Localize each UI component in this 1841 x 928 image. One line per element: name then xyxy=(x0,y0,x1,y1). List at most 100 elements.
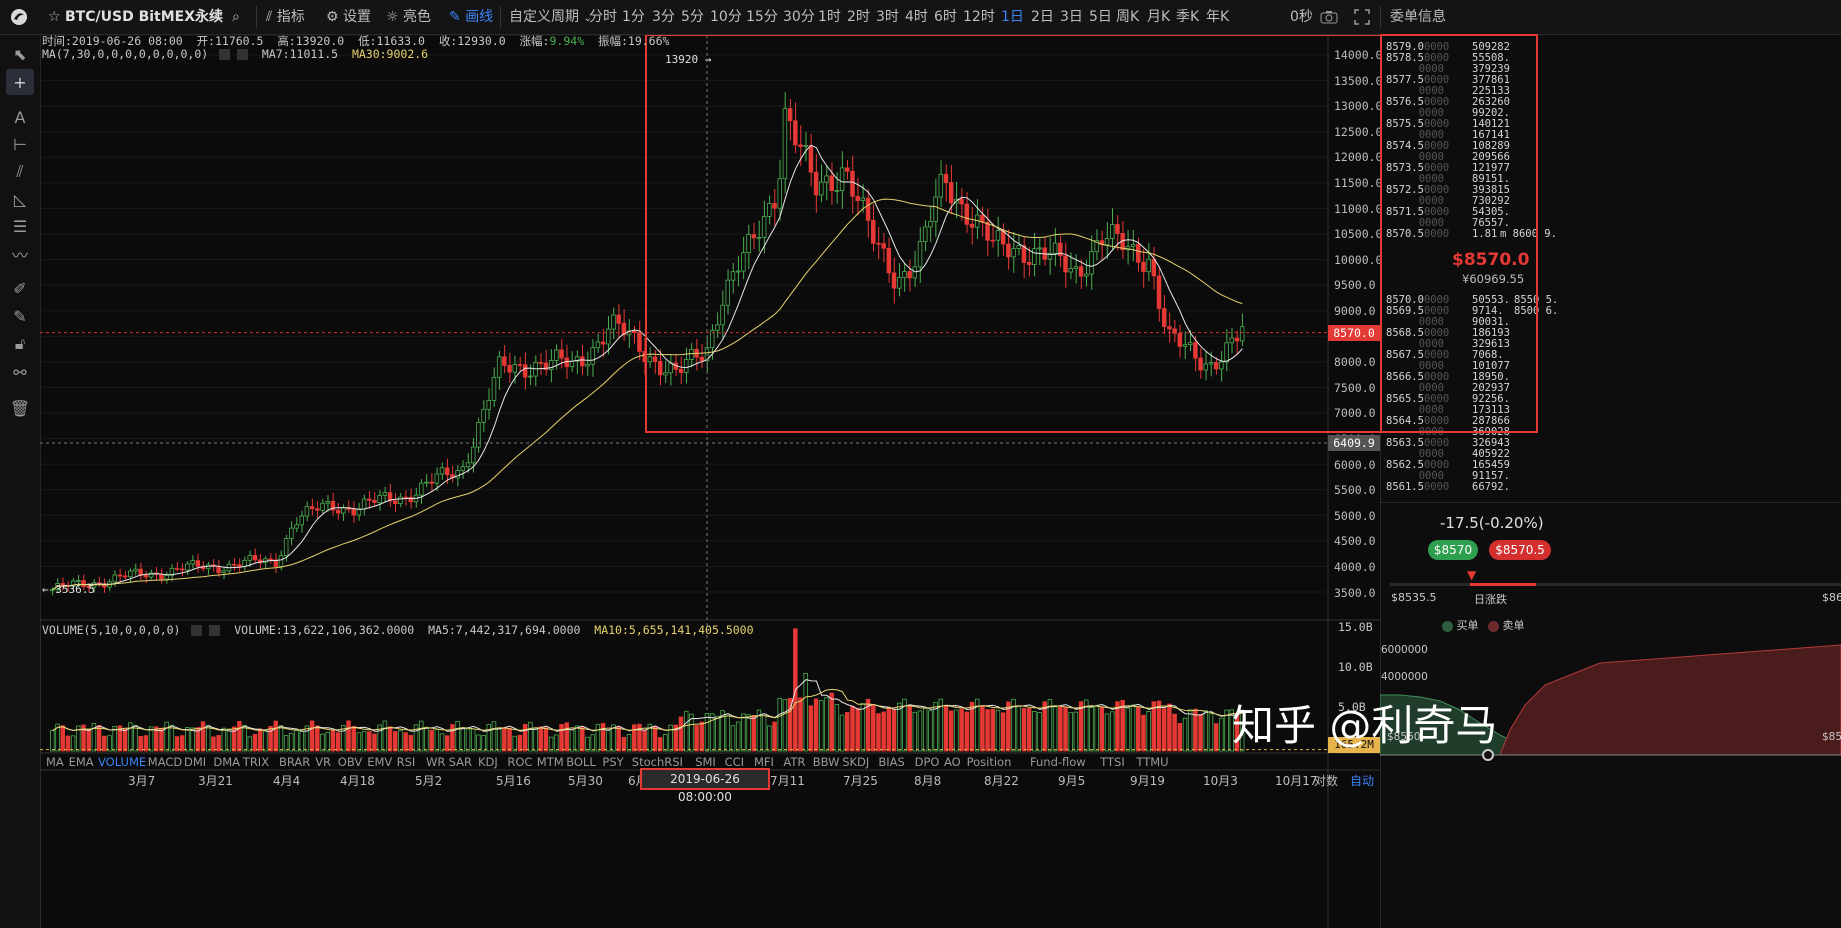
orderbook-row[interactable]: 8579.00000 509282 xyxy=(1386,41,1510,53)
chart-area[interactable] xyxy=(40,35,1380,928)
text-icon[interactable]: A xyxy=(14,107,26,127)
timeframe-tab[interactable]: 12时 xyxy=(963,9,995,25)
orderbook-row[interactable]: 8562.50000 165459 xyxy=(1386,459,1510,471)
orderbook-row[interactable]: 0000 730292 xyxy=(1386,195,1510,207)
indicator-tab[interactable]: MTM xyxy=(536,755,564,769)
symbol-selector[interactable]: ☆ BTC/USD BitMEX永续 xyxy=(48,0,223,34)
orderbook-row[interactable]: 8566.50000 18950. xyxy=(1386,371,1510,383)
indicator-tab[interactable]: TRIX xyxy=(242,755,270,769)
timeframe-tab[interactable]: 10分 xyxy=(710,9,742,25)
camera-icon[interactable] xyxy=(1320,0,1338,34)
indicator-tab[interactable]: VR xyxy=(315,755,332,769)
timeframe-tab[interactable]: 3日 xyxy=(1060,9,1083,25)
orderbook-row[interactable]: 0000 101077 xyxy=(1386,360,1510,372)
log-scale-toggle[interactable]: 对数 xyxy=(1314,774,1339,788)
indicator-tab[interactable]: RSI xyxy=(396,755,416,769)
orderbook-row[interactable]: 0000 173113 xyxy=(1386,404,1510,416)
orderbook-row[interactable]: 8567.50000 7068. xyxy=(1386,349,1504,361)
orderbook-row[interactable]: 0000 405922 xyxy=(1386,448,1510,460)
horizontal-line-icon[interactable]: ⊢ xyxy=(13,134,27,154)
timeframe-tab[interactable]: 3时 xyxy=(876,9,899,25)
cursor-arrow-icon[interactable]: ⬉ xyxy=(13,44,27,64)
lock-icon[interactable]: 🔓︎ xyxy=(14,334,26,353)
timeframe-tab[interactable]: 2日 xyxy=(1031,9,1054,25)
orderbook-row[interactable]: 8572.50000 393815 xyxy=(1386,184,1510,196)
timeframe-tab[interactable]: 1日 xyxy=(1001,9,1024,25)
settings-button[interactable]: ⚙ 设置 xyxy=(326,9,372,25)
timeframe-tab[interactable]: 1分 xyxy=(622,9,645,25)
timeframe-tab[interactable]: 2时 xyxy=(847,9,870,25)
indicator-tab[interactable]: DMA xyxy=(213,755,241,769)
orderbook-row[interactable]: 8565.50000 92256. xyxy=(1386,393,1510,405)
orderbook-row[interactable]: 8563.50000 326943 xyxy=(1386,437,1510,449)
fullscreen-icon[interactable] xyxy=(1354,0,1370,34)
indicator-tab[interactable]: Fund-flow xyxy=(1030,755,1086,769)
indicator-tab[interactable]: BOLL xyxy=(566,755,596,769)
indicator-tab[interactable]: BIAS xyxy=(878,755,905,769)
theme-button[interactable]: ☼ 亮色 xyxy=(386,9,432,25)
parallel-lines-icon[interactable]: ⫽ xyxy=(16,162,24,181)
orderbook-row[interactable]: 8561.50000 66792. xyxy=(1386,481,1510,493)
indicator-tab[interactable]: BBW xyxy=(812,755,840,769)
orderbook-row[interactable]: 0000 89151. xyxy=(1386,173,1510,185)
orderbook-row[interactable]: 8577.50000 377861 xyxy=(1386,74,1510,86)
indicator-tab[interactable]: KDJ xyxy=(478,755,498,769)
draw-button[interactable]: ✎ 画线 xyxy=(449,9,494,25)
timeframe-tab[interactable]: 5分 xyxy=(681,9,704,25)
trash-icon[interactable]: 🗑︎ xyxy=(9,398,31,418)
timeframe-tab[interactable]: 月K xyxy=(1147,9,1171,25)
indicator-tab[interactable]: PSY xyxy=(602,755,624,769)
ask-price-button[interactable]: $8570.5 xyxy=(1489,540,1551,560)
indicator-tab[interactable]: BRAR xyxy=(279,755,311,769)
volume-settings-icon[interactable] xyxy=(191,625,203,636)
indicator-tab[interactable]: ROC xyxy=(507,755,533,769)
indicator-tab[interactable]: VOLUME xyxy=(98,755,147,769)
orderbook-row[interactable]: 0000 90031. xyxy=(1386,316,1510,328)
custom-period-dropdown[interactable]: 自定义周期 ⌄ xyxy=(509,9,592,25)
pen-icon[interactable]: ✎ xyxy=(13,306,27,326)
ma-close-icon[interactable] xyxy=(237,49,249,60)
indicator-tab[interactable]: WR xyxy=(426,755,446,769)
orderbook-row[interactable]: 0000 91157. xyxy=(1386,470,1510,482)
orderbook-row[interactable]: 8570.00000 50553. xyxy=(1386,294,1510,306)
timeframe-tab[interactable]: 3分 xyxy=(652,9,675,25)
crosshair-icon[interactable]: + xyxy=(6,69,34,95)
indicator-tab[interactable]: MFI xyxy=(754,755,774,769)
timeframe-tab[interactable]: 5日 xyxy=(1089,9,1112,25)
indicator-tab[interactable]: DMI xyxy=(184,755,207,769)
indicator-tab[interactable]: SKDJ xyxy=(842,755,870,769)
indicator-tab[interactable]: DPO xyxy=(914,755,940,769)
orderbook-row[interactable]: 8574.50000 108289 xyxy=(1386,140,1510,152)
timeframe-tab[interactable]: 4时 xyxy=(905,9,928,25)
timeframe-tab[interactable]: 分时 xyxy=(589,9,617,25)
timeframe-tab[interactable]: 6时 xyxy=(934,9,957,25)
orderbook-row[interactable]: 0000 379239 xyxy=(1386,63,1510,75)
indicator-tab[interactable]: ATR xyxy=(783,755,806,769)
orderbook-row[interactable]: 0000 329613 xyxy=(1386,338,1510,350)
orderbook-row[interactable]: 8578.50000 55508. xyxy=(1386,52,1510,64)
timeframe-tab[interactable]: 周K xyxy=(1116,9,1140,25)
orderbook-row[interactable]: 8568.50000 186193 xyxy=(1386,327,1510,339)
auto-scale-toggle[interactable]: 自动 xyxy=(1350,774,1375,788)
indicator-tab[interactable]: EMV xyxy=(367,755,393,769)
orderbook-row[interactable]: 8573.50000 121977 xyxy=(1386,162,1510,174)
orderbook-row[interactable]: 8569.50000 9714. xyxy=(1386,305,1504,317)
wave-icon[interactable]: 〰 xyxy=(11,246,28,265)
indicator-tab[interactable]: SMI xyxy=(695,755,716,769)
ma-settings-icon[interactable] xyxy=(219,49,231,60)
indicators-button[interactable]: ⫽ 指标 xyxy=(266,9,305,25)
fib-icon[interactable]: ☰ xyxy=(12,216,28,236)
search-icon[interactable]: ⌕ xyxy=(232,9,240,25)
orderbook-row[interactable]: 8576.50000 263260 xyxy=(1386,96,1510,108)
timeframe-tab[interactable]: 年K xyxy=(1206,9,1230,25)
indicator-tab[interactable]: Position xyxy=(966,755,1012,769)
timeframe-tab[interactable]: 季K xyxy=(1176,9,1200,25)
indicator-tab[interactable]: OBV xyxy=(337,755,363,769)
orderbook-row[interactable]: 0000 99202. xyxy=(1386,107,1510,119)
indicator-tab[interactable]: CCI xyxy=(724,755,745,769)
timeframe-tab[interactable]: 30分 xyxy=(783,9,815,25)
indicator-tab[interactable]: TTMU xyxy=(1136,755,1169,769)
orderbook-row[interactable]: 0000 225133 xyxy=(1386,85,1510,97)
indicator-tab[interactable]: EMA xyxy=(68,755,94,769)
orderbook-row[interactable]: 0000 209566 xyxy=(1386,151,1510,163)
